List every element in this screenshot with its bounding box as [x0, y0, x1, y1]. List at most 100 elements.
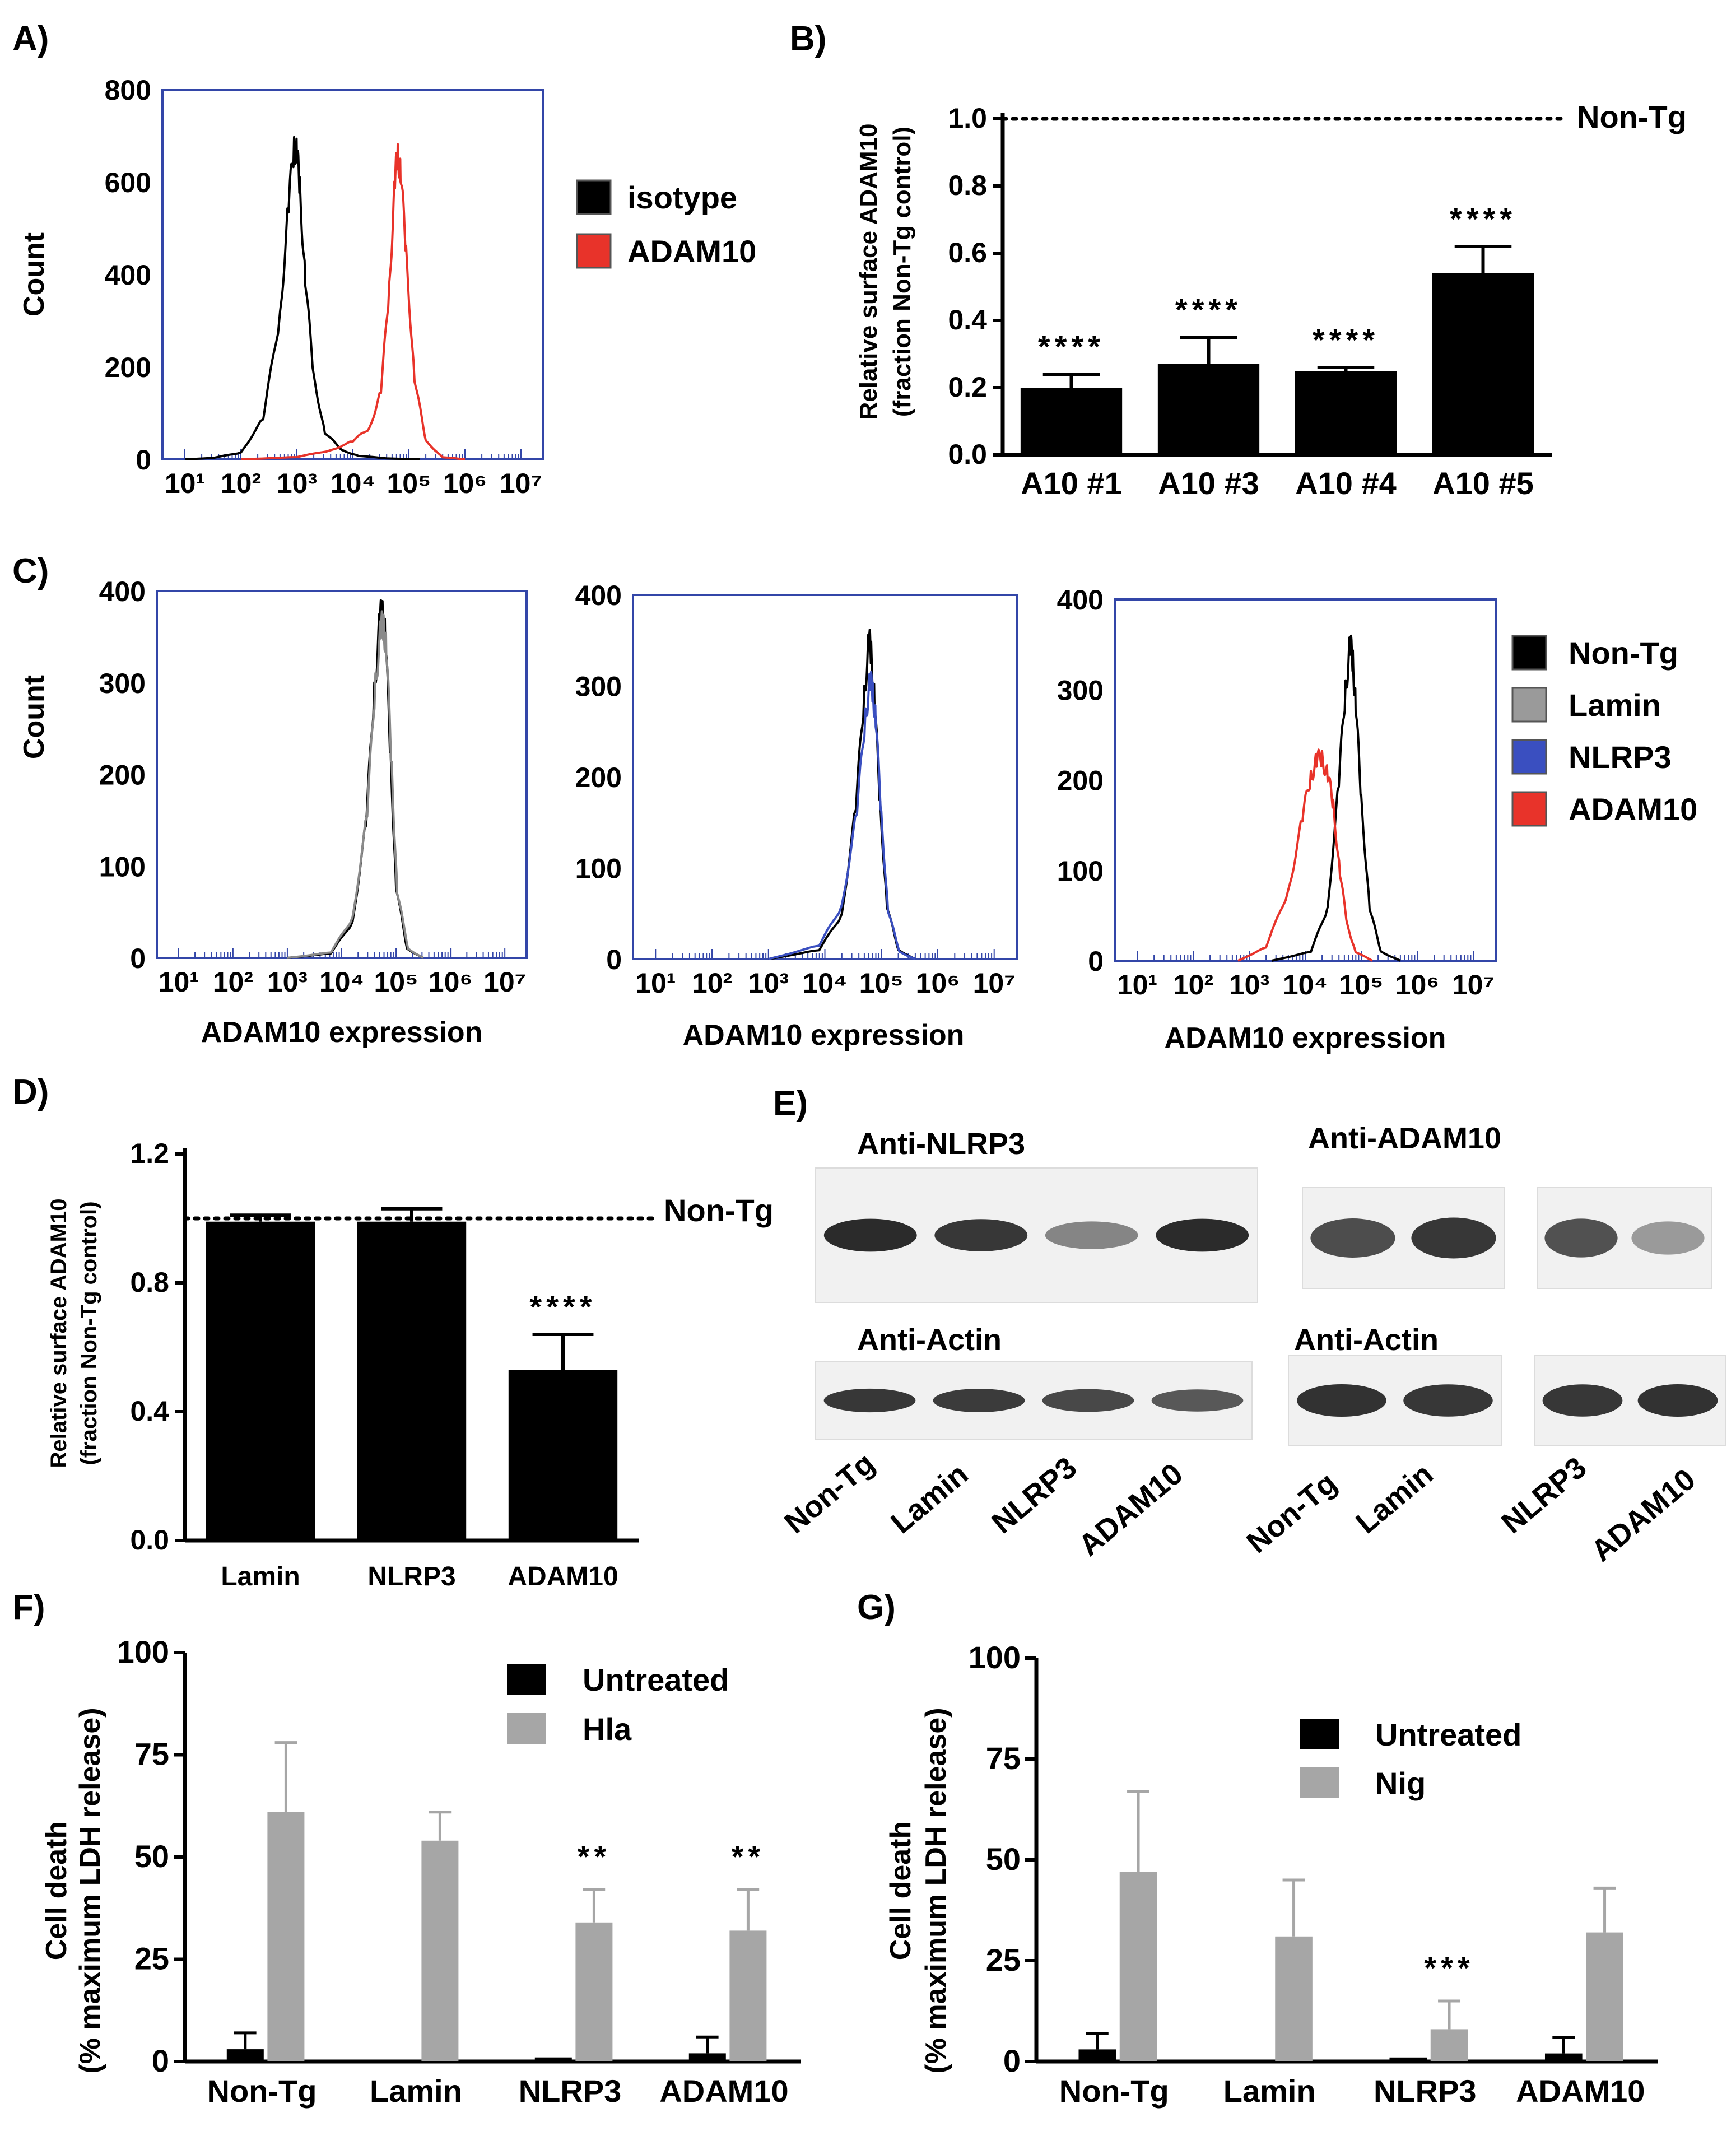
panel-c3-xtick-4: 10⁴: [1283, 969, 1328, 1000]
blot-anti-adam10-left-band-1: [1310, 1218, 1395, 1258]
panel-f-ytick-50: 50: [134, 1839, 169, 1874]
panel-g-ytick-100: 100: [969, 1640, 1021, 1675]
panel-c-legend: Non-Tg Lamin NLRP3 ADAM10: [1511, 635, 1697, 827]
panel-c1-frame: [156, 590, 528, 959]
panel-a-legend: isotype ADAM10: [576, 179, 756, 269]
panel-c3-ytick-200: 200: [1057, 765, 1104, 797]
lane-label-left-lamin: Lamin: [885, 1457, 974, 1540]
panel-d-y-label-line2: (fraction Non-Tg control): [77, 1201, 101, 1465]
panel-d-category-label: ADAM10: [508, 1562, 618, 1591]
panel-label-e: E): [773, 1084, 808, 1123]
panel-a-y-label: Count: [18, 232, 50, 317]
panel-c1-ytick-300: 300: [99, 668, 146, 699]
panel-g-ytick-25: 25: [986, 1942, 1021, 1977]
panel-g-category-label: ADAM10: [1516, 2073, 1645, 2109]
panel-a-xtick-3: 10³: [277, 468, 317, 499]
panel-b-significance: ****: [1450, 201, 1516, 236]
panel-c-content: 0 100 200 300 400 10¹ 10² 10³ 10⁴ 10⁵ 10⁶ 10⁷ 0 100 20…: [99, 576, 1495, 1000]
panel-b-ytick-0.4: 0.4: [948, 304, 987, 336]
panel-f-bar-untreated-nlrp3: [534, 2057, 572, 2061]
panel-c1-ytick-100: 100: [99, 851, 146, 882]
panel-b-category-label: A10 #5: [1432, 466, 1534, 501]
panel-c3-ytick-100: 100: [1057, 855, 1104, 887]
panel-d-y-label-line1: Relative surface ADAM10: [46, 1199, 71, 1468]
blot-anti-actin-right-b-band-1: [1542, 1384, 1623, 1417]
panel-d-ytick-0.4: 0.4: [130, 1395, 169, 1427]
panel-f-significance: **: [732, 1839, 765, 1874]
panel-a-xtick-7: 10⁷: [500, 468, 542, 499]
panel-g: 0 25 50 75 100 Non-Tg Lamin NLRP3 *** ADAM10 Cell…: [885, 1640, 1658, 2109]
panel-c2-xtick-4: 10⁴: [802, 967, 847, 999]
panel-g-ytick-0: 0: [1003, 2043, 1021, 2078]
legend-swatch-nig: [1300, 1767, 1339, 1798]
panel-c3-ytick-400: 400: [1057, 584, 1104, 616]
blot-anti-adam10-right-band-2: [1631, 1221, 1705, 1255]
panel-c1-x-label: ADAM10 expression: [201, 1016, 483, 1049]
blot-anti-adam10-right-band-1: [1544, 1218, 1618, 1258]
panel-g-category-label: Lamin: [1223, 2073, 1316, 2109]
panel-b-ytick-1.0: 1.0: [948, 103, 987, 134]
legend-label-untreated-f: Untreated: [583, 1662, 729, 1697]
legend-label-non-tg: Non-Tg: [1569, 635, 1678, 671]
panel-a-ytick-200: 200: [105, 352, 151, 383]
panel-c1-ytick-200: 200: [99, 760, 146, 791]
legend-label-isotype: isotype: [627, 180, 737, 215]
panel-c3-ytick-300: 300: [1057, 674, 1104, 706]
blot-anti-adam10-left-band-2: [1411, 1217, 1496, 1259]
panel-c: 0 100 200 300 400 10¹ 10² 10³ 10⁴ 10⁵ 10⁶ 10⁷ 0 100 20…: [18, 576, 1697, 1054]
blot-label-anti-actin-right: Anti-Actin: [1294, 1323, 1439, 1357]
blot-anti-actin-right-b-band-2: [1637, 1384, 1718, 1417]
panel-label-a: A): [12, 20, 49, 58]
panel-g-y-label-line2: (% maximum LDH release): [920, 1707, 952, 2073]
lane-label-right-adam10: ADAM10: [1585, 1463, 1702, 1569]
panel-c3-xtick-7: 10⁷: [1452, 969, 1495, 1000]
panel-f-bar-hla-lamin: [421, 1840, 459, 2061]
panel-a-curve-adam10: [240, 143, 466, 460]
panel-c1-xtick-3: 10³: [267, 966, 308, 998]
panel-b-category-label: A10 #4: [1295, 466, 1397, 501]
panel-g-bar-nig-non-tg: [1119, 1872, 1157, 2061]
panel-g-chart: 0 25 50 75 100 Non-Tg Lamin NLRP3 *** ADAM10: [969, 1640, 1658, 2109]
panel-a-xtick-4: 10⁴: [331, 468, 375, 499]
panel-d-ytick-1.2: 1.2: [130, 1138, 169, 1169]
panel-c2-ytick-100: 100: [575, 853, 622, 885]
panel-a-ytick-400: 400: [105, 259, 151, 291]
legend-swatch-nlrp3: [1511, 739, 1547, 775]
panel-d-bar-nlrp3: [357, 1221, 467, 1541]
legend-label-lamin: Lamin: [1569, 687, 1661, 723]
panel-b-chart: 0.0 0.2 0.4 0.6 0.8 1.0 A10 #1 **** A10 #3 **** A1…: [948, 103, 1565, 501]
panel-c3-xtick-1: 10¹: [1117, 969, 1157, 1000]
panel-c1-xtick-6: 10⁶: [429, 966, 473, 998]
panel-f-bar-hla-non-tg: [267, 1812, 305, 2061]
lane-label-left-adam10: ADAM10: [1072, 1457, 1189, 1563]
legend-swatch-hla: [507, 1713, 546, 1744]
panel-a-ytick-600: 600: [105, 167, 151, 198]
panel-f-bar-hla-adam10: [729, 1930, 767, 2061]
panel-label-d: D): [12, 1073, 49, 1111]
blot-anti-nlrp3-band-2: [934, 1219, 1028, 1251]
panel-a-xtick-2: 10²: [221, 468, 261, 499]
panel-f-ytick-25: 25: [134, 1941, 169, 1976]
panel-c1-xtick-2: 10²: [213, 966, 253, 998]
panel-b-bar-a10-3: [1157, 364, 1260, 455]
panel-f-ytick-75: 75: [134, 1737, 169, 1772]
panel-c2-ytick-300: 300: [575, 671, 622, 702]
panel-c3-frame: [1114, 598, 1497, 962]
panel-c2-curve-nlrp3: [768, 671, 916, 960]
blot-anti-actin-left-band-4: [1151, 1389, 1244, 1412]
panel-a-xtick-6: 10⁶: [443, 468, 487, 499]
panel-c2-ytick-0: 0: [606, 944, 622, 975]
panel-f-legend: Untreated Hla: [507, 1662, 729, 1747]
lane-label-right-non-tg: Non-Tg: [1240, 1466, 1343, 1560]
panel-c3-xtick-3: 10³: [1229, 969, 1269, 1000]
legend-swatch-untreated-g: [1300, 1719, 1339, 1749]
panel-b-ytick-0.2: 0.2: [948, 371, 987, 403]
panel-c2-xtick-1: 10¹: [635, 967, 676, 999]
blot-anti-nlrp3-band-3: [1045, 1221, 1138, 1249]
panel-c3-x-label: ADAM10 expression: [1165, 1022, 1446, 1054]
panel-g-bar-nig-nlrp3: [1430, 2029, 1468, 2061]
panel-c1-xtick-5: 10⁵: [374, 966, 418, 998]
lane-label-left-nlrp3: NLRP3: [985, 1450, 1083, 1540]
panel-b-category-label: A10 #3: [1158, 466, 1259, 501]
panel-c2-frame: [632, 594, 1018, 960]
